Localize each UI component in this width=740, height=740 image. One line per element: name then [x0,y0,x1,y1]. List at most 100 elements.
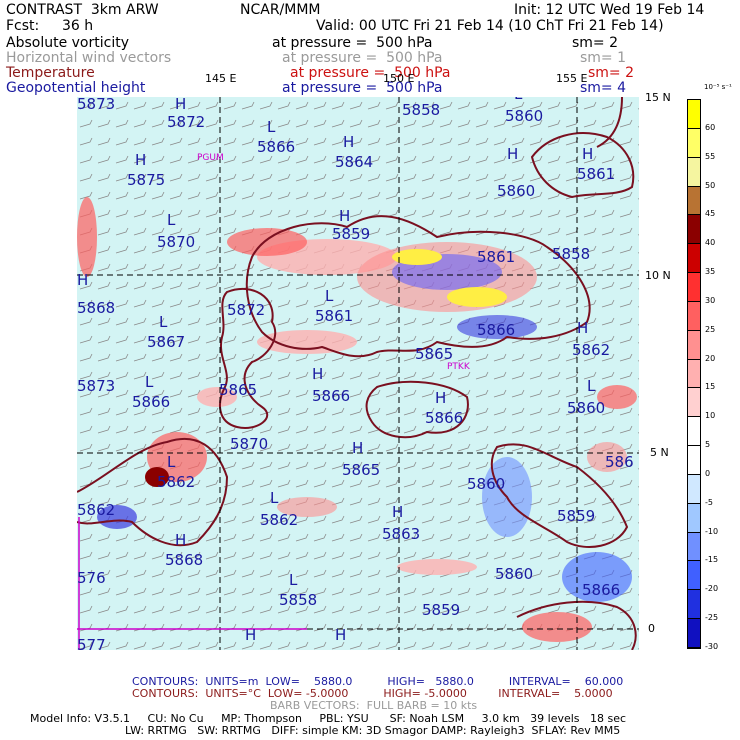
height-label: 577 [77,636,106,650]
height-label-type: L [145,373,154,391]
height-label: 5861 [577,165,615,183]
height-label: 5859 [332,225,370,243]
field-sm-temperature: sm= 2 [588,65,635,81]
height-label: 576 [77,569,106,587]
field-pressure-temperature: at pressure = 500 hPa [290,65,451,81]
height-label: 5860 [505,107,543,125]
init-time: Init: 12 UTC Wed 19 Feb 14 [514,2,705,18]
height-label: 5866 [257,138,295,156]
field-sm-height: sm= 4 [580,80,627,96]
colorbar-swatch [688,215,700,245]
colorbar-tick-label: -5 [705,497,713,507]
product-title: CONTRAST 3km ARW [6,2,159,18]
lon-label-145: 145 E [205,72,237,85]
colorbar-tick-label: 10 [705,411,716,421]
height-labels: 5873 H 5872 L 5866 H 5864 5858 L 5860 H … [77,97,634,650]
height-label: 5859 [422,601,460,619]
height-label-type: L [167,453,176,471]
colorbar-swatch [688,244,700,274]
height-label: 5861 [477,248,515,266]
height-label-type: L [270,489,279,507]
height-label-type: L [325,287,334,305]
colorbar-swatch [688,417,700,447]
colorbar-tick-label: 40 [705,238,716,248]
height-label-type: H [339,207,350,225]
field-sm-wind: sm= 1 [580,50,627,66]
height-label: 5873 [77,377,115,395]
height-label: 5864 [335,153,373,171]
height-label-type: H [343,133,354,151]
height-label-type: H [77,271,88,289]
colorbar-swatch [688,273,700,302]
colorbar-tick-label: 30 [705,295,716,305]
height-label-type: H [175,97,186,113]
height-label: 5866 [425,409,463,427]
colorbar-tick-label: 15 [705,382,716,392]
colorbar-swatch [688,100,700,129]
forecast-label: Fcst: [6,18,40,34]
height-label-type: H [392,503,403,521]
colorbar-swatch [688,301,700,331]
height-label-type: L [289,571,298,589]
colorbar-tick-label: 25 [705,324,716,334]
height-label: 5859 [557,507,595,525]
field-pressure-wind: at pressure = 500 hPa [282,50,443,66]
height-label-type: L [267,118,276,136]
height-label: 5865 [219,381,257,399]
vorticity-shading [77,197,637,642]
height-label-type: H [245,626,256,644]
colorbar-unit: 10⁻⁵ s⁻¹ [704,83,732,91]
height-label-type: H [577,319,588,337]
colorbar-tick-label: 50 [705,180,716,190]
field-pressure-height: at pressure = 500 hPa [282,80,443,96]
height-label: 5858 [402,101,440,119]
height-label-type: L [167,211,176,229]
contours-temperature-info: CONTOURS: UNITS=°C LOW= -5.0000 HIGH= -5… [132,687,613,700]
colorbar-tick-label: 55 [705,151,716,161]
height-label: 5862 [260,511,298,529]
lat-label-10n: 10 N [645,269,671,282]
height-label: 5873 [77,97,115,113]
height-label: 5858 [552,245,590,263]
colorbar-tick-label: -30 [705,642,719,651]
height-label: 5875 [127,171,165,189]
colorbar-tick-label: -20 [705,584,719,594]
height-label: 5863 [382,525,420,543]
colorbar-tick-label: 60 [705,122,716,132]
height-label: 5860 [467,475,505,493]
height-label: 5862 [572,341,610,359]
height-label: 5865 [342,461,380,479]
height-label-type: H [175,531,186,549]
colorbar-swatch [688,388,700,418]
colorbar-tick-label: 5 [705,440,711,450]
colorbar-swatch [688,157,700,187]
colorbar-swatch [688,186,700,216]
height-label: 5866 [132,393,170,411]
weather-map: 5873 H 5872 L 5866 H 5864 5858 L 5860 H … [77,97,639,650]
barb-vectors-info: BARB VECTORS: FULL BARB = 10 kts [270,699,478,712]
field-name-wind: Horizontal wind vectors [6,50,172,66]
colorbar-swatch [688,128,700,158]
height-label: 5868 [165,551,203,569]
colorbar-tick-label: 35 [705,267,716,277]
model-info-line1: Model Info: V3.5.1 CU: No Cu MP: Thompso… [30,712,627,725]
height-label: 5866 [582,581,620,599]
height-label: 5867 [147,333,185,351]
colorbar-tick-label: 0 [705,468,711,478]
colorbar [687,99,701,649]
height-label: 5866 [312,387,350,405]
model-info-line2: LW: RRTMG SW: RRTMG DIFF: simple KM: 3D … [125,724,621,737]
height-label: 5858 [279,591,317,609]
colorbar-tick-label: -10 [705,526,719,536]
contours-height-info: CONTOURS: UNITS=m LOW= 5880.0 HIGH= 5880… [132,675,624,688]
field-sm-vorticity: sm= 2 [572,35,619,51]
field-pressure-vorticity: at pressure = 500 hPa [272,35,433,51]
lat-label-0: 0 [648,622,655,635]
lat-label-5n: 5 N [650,446,669,459]
height-label-type: H [335,626,346,644]
colorbar-swatch [688,330,700,360]
lon-label-150: 150 E [383,72,415,85]
field-name-temperature: Temperature [6,65,95,81]
field-name-vorticity: Absolute vorticity [6,35,129,51]
colorbar-tick-label: -25 [705,613,719,623]
